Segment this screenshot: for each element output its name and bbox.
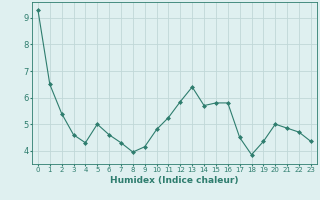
X-axis label: Humidex (Indice chaleur): Humidex (Indice chaleur) xyxy=(110,176,239,185)
